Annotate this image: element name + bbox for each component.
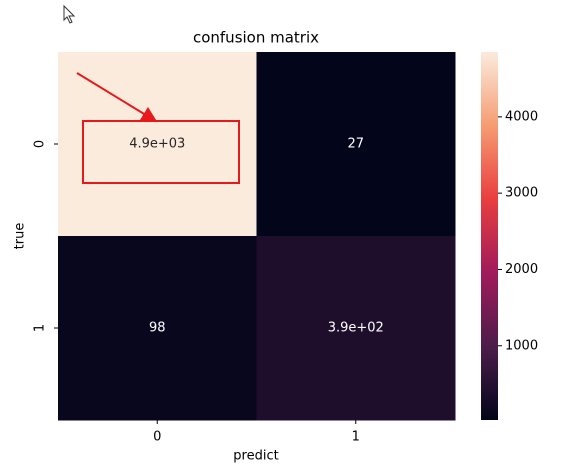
cell-label: 4.9e+03 (129, 137, 185, 152)
arrow (76, 72, 158, 123)
colorbar-tick-label: 4000 (505, 109, 538, 124)
cell-label: 98 (149, 321, 166, 336)
x-axis-label: predict (233, 449, 278, 464)
cell (58, 236, 257, 421)
y-tick-label: 0 (33, 140, 48, 148)
colorbar (481, 52, 498, 420)
cell-label: 3.9e+02 (328, 321, 384, 336)
highlight-box (82, 120, 240, 184)
x-tick-label: 0 (153, 430, 161, 445)
y-axis-label: true (13, 223, 28, 250)
cell-label: 27 (347, 137, 364, 152)
cell (256, 52, 456, 237)
colorbar-tick-label: 1000 (505, 338, 538, 353)
plot: 4.9e+03 27 98 3.9e+02 0 1 0 1 1000 2000 3000 4000 (33, 52, 538, 445)
cursor (63, 4, 76, 24)
chart-title: confusion matrix (193, 29, 319, 47)
cell (256, 236, 456, 421)
colorbar-tick-label: 3000 (505, 186, 538, 201)
colorbar-tick-label: 2000 (505, 262, 538, 277)
x-tick-label: 1 (352, 430, 360, 445)
y-tick-label: 1 (33, 324, 48, 332)
